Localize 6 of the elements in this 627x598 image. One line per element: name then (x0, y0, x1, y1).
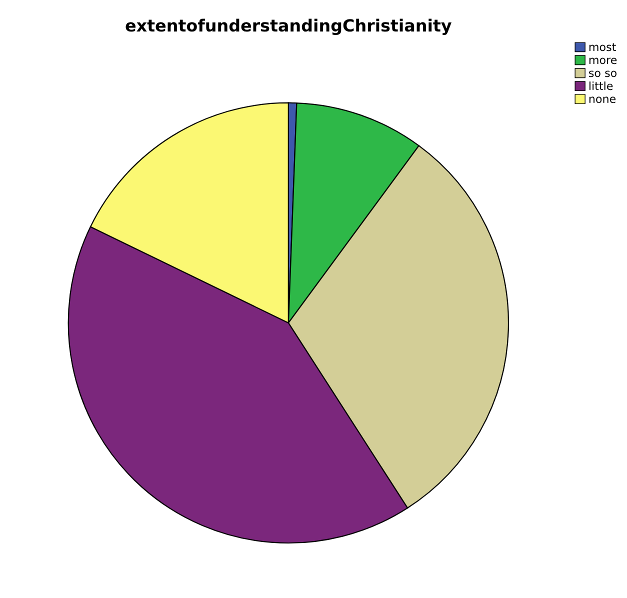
chart-title: extentofunderstandingChristianity (126, 18, 452, 36)
legend-label: most (589, 43, 616, 52)
legend-label: so so (589, 70, 617, 78)
legend-label: little (589, 81, 613, 90)
legend-label: none (589, 96, 616, 104)
legend-label: more (589, 58, 617, 64)
